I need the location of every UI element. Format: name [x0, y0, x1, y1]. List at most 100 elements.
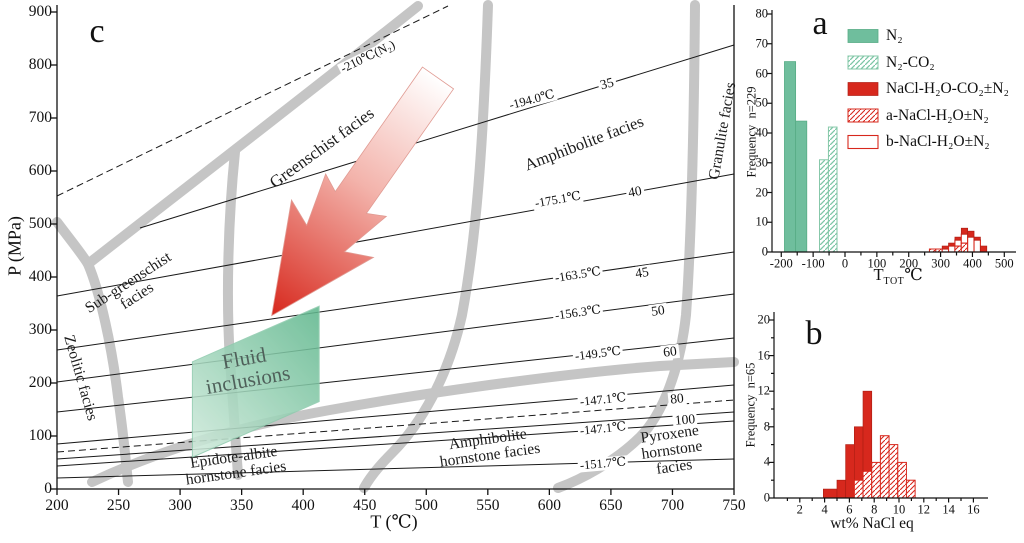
c-y-axis-title: P (MPa) — [4, 216, 25, 276]
a-x-title-sub: TOT — [883, 276, 905, 288]
b-x-tick-4: 4 — [821, 502, 828, 517]
c-y-tick-700: 700 — [28, 108, 52, 126]
b-y-tick-12: 12 — [757, 383, 771, 398]
isochore-line-3 — [56, 251, 735, 351]
c-y-tick-400: 400 — [28, 267, 52, 285]
bar — [941, 245, 949, 250]
b-x-tick-16: 16 — [967, 502, 980, 517]
bar — [967, 230, 975, 238]
bar — [862, 470, 873, 499]
panel-a — [784, 29, 988, 253]
c-y-tick-500: 500 — [28, 214, 52, 232]
isochore-density-label-6: 80 — [667, 390, 687, 407]
isochore-line-8 — [56, 411, 735, 460]
legend-label-1: N₂-CO₂ — [886, 53, 935, 71]
bar — [954, 239, 962, 247]
b-y-tick-16: 16 — [757, 348, 771, 363]
isochore-density-label-5: 60 — [660, 343, 680, 361]
bar — [879, 435, 890, 499]
facies-boundary-curves — [52, 0, 739, 493]
a-x-tick-100: 100 — [867, 256, 887, 271]
isochore-line-2 — [56, 173, 735, 297]
c-y-tick-800: 800 — [28, 55, 52, 73]
b-x-tick-10: 10 — [892, 502, 906, 517]
b-y-tick-20: 20 — [757, 312, 771, 327]
c-x-tick-750: 750 — [722, 496, 746, 514]
isochore-density-label-2: 40 — [625, 182, 645, 201]
c-x-tick-500: 500 — [414, 496, 438, 514]
a-x-tick-500: 500 — [994, 256, 1014, 271]
a-x-tick--100: -100 — [801, 256, 825, 271]
bar — [847, 29, 879, 43]
a-y-tick-30: 30 — [755, 155, 769, 170]
c-y-tick-100: 100 — [28, 426, 52, 444]
c-x-axis-title: T (℃) — [370, 511, 418, 532]
c-x-tick-400: 400 — [291, 496, 315, 514]
c-x-tick-250: 250 — [106, 496, 131, 514]
bar — [847, 108, 879, 123]
legend-label-0: N₂ — [886, 26, 903, 44]
panel-a-letter: a — [812, 5, 828, 43]
b-x-tick-2: 2 — [796, 502, 803, 517]
b-x-tick-12: 12 — [917, 502, 931, 517]
bar — [954, 245, 962, 253]
a-x-title-unit: ℃ — [904, 265, 923, 285]
zeolitic-boundary — [52, 217, 133, 487]
b-y-tick-8: 8 — [763, 419, 770, 434]
a-x-tick-200: 200 — [899, 256, 919, 271]
panel-b-letter: b — [805, 315, 823, 353]
a-y-tick-40: 40 — [755, 125, 769, 140]
bar — [905, 479, 916, 499]
b-y-axis-title: Frequency n=65 — [743, 362, 758, 448]
c-x-tick-700: 700 — [660, 496, 685, 514]
legend-label-2: NaCl-H₂O-CO₂±N₂ — [886, 79, 1009, 97]
bar — [960, 227, 969, 235]
panel-b-axes — [769, 312, 988, 503]
a-y-tick-10: 10 — [755, 214, 769, 229]
fluid-inclusions-box — [191, 305, 320, 458]
a-x-axis-title: TTOT℃ — [857, 249, 923, 305]
a-x-tick--200: -200 — [769, 256, 793, 271]
greenschist-diagonal — [83, 1, 423, 269]
bar — [784, 61, 797, 253]
isochore-line-4 — [56, 293, 735, 383]
bar — [947, 245, 956, 253]
bar — [897, 461, 907, 499]
c-y-tick-300: 300 — [28, 320, 52, 338]
b-x-axis-title: wt% NaCl eq — [830, 514, 914, 532]
c-y-tick-600: 600 — [28, 161, 52, 179]
a-y-tick-20: 20 — [755, 184, 769, 199]
c-y-tick-900: 900 — [28, 2, 52, 20]
c-x-tick-350: 350 — [230, 496, 254, 514]
b-y-tick-4: 4 — [763, 454, 770, 469]
bar — [845, 444, 855, 499]
bar — [973, 239, 981, 253]
bar — [795, 120, 808, 253]
bar — [948, 242, 956, 247]
b-x-tick-14: 14 — [942, 502, 955, 517]
a-x-tick-0: 0 — [841, 256, 849, 271]
bar — [847, 82, 879, 96]
amphibolite-boundary — [359, 0, 493, 493]
b-y-tick-0: 0 — [763, 490, 770, 505]
bar — [888, 444, 899, 499]
bar — [960, 233, 969, 244]
isochore-density-label-4: 50 — [648, 302, 668, 320]
panel-c-axes — [51, 5, 735, 495]
bar — [954, 236, 962, 241]
bar — [847, 55, 879, 70]
bar — [973, 236, 981, 241]
bar — [823, 488, 838, 499]
a-y-tick-60: 60 — [755, 65, 769, 80]
c-y-tick-0: 0 — [44, 479, 52, 497]
isochore-density-label-3: 45 — [632, 264, 652, 282]
bar — [980, 245, 988, 253]
isochore-line-10 — [56, 458, 735, 479]
isochore-line-7 — [56, 399, 735, 453]
bar — [853, 479, 864, 499]
c-x-tick-600: 600 — [537, 496, 561, 514]
facies-label-7: Pyroxene hornstone facies — [639, 421, 704, 478]
b-x-tick-6: 6 — [846, 502, 853, 517]
